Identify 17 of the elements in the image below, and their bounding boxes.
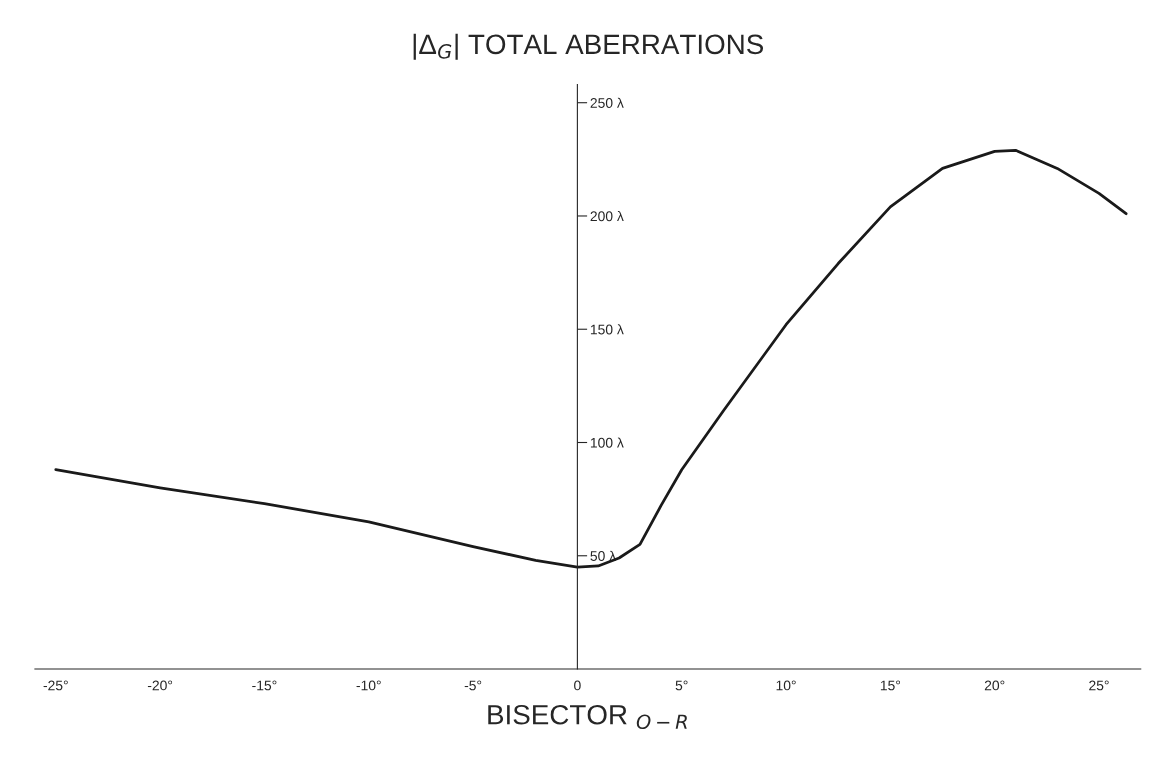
- x-tick-label: -20°: [147, 680, 173, 691]
- chart-title: |Δ$_{G}$| TOTAL ABERRATIONS: [413, 33, 764, 60]
- x-tick-label: 0: [574, 680, 581, 691]
- x-tick-label: 25°: [1089, 680, 1109, 691]
- x-tick-label: -15°: [252, 680, 277, 691]
- y-tick-label: 200 λ: [590, 210, 624, 222]
- y-tick-label: 100 λ: [590, 437, 624, 448]
- x-tick-label: -25°: [43, 680, 68, 691]
- y-tick-label: 250 λ: [590, 97, 624, 108]
- y-tick-label: 150 λ: [590, 324, 624, 335]
- x-tick-label: 10°: [776, 680, 796, 691]
- x-tick-label: -10°: [356, 680, 381, 691]
- x-axis-title: BISECTOR $_{O−R}$: [488, 704, 687, 730]
- x-tick-label: 20°: [984, 680, 1005, 691]
- x-tick-label: 15°: [880, 680, 901, 691]
- x-tick-label: -5°: [464, 680, 482, 691]
- x-tick-label: 5°: [675, 680, 688, 691]
